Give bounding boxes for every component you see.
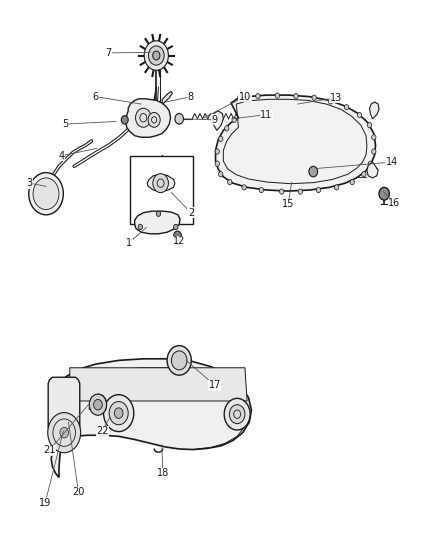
Circle shape [309,166,318,177]
Text: 3: 3 [27,178,33,188]
Circle shape [312,95,316,100]
Text: 22: 22 [96,426,109,436]
Text: 21: 21 [43,445,56,455]
Circle shape [173,231,181,241]
Circle shape [148,112,160,127]
Text: 14: 14 [386,157,398,167]
Circle shape [379,188,389,200]
Polygon shape [212,111,223,131]
Circle shape [344,104,349,110]
Text: 13: 13 [330,93,342,103]
Text: 16: 16 [388,198,400,208]
Circle shape [89,394,106,415]
Circle shape [29,173,64,215]
Circle shape [94,399,102,410]
Circle shape [362,172,366,177]
Text: 4: 4 [58,151,64,161]
Text: 18: 18 [157,469,169,478]
Text: 2: 2 [188,208,194,217]
Circle shape [219,136,223,141]
Circle shape [294,93,298,99]
Circle shape [33,178,59,209]
Circle shape [298,189,303,194]
Text: 12: 12 [173,236,185,246]
Circle shape [103,394,134,432]
Circle shape [167,345,191,375]
Circle shape [316,188,321,192]
Circle shape [239,115,246,123]
Circle shape [114,408,123,418]
Polygon shape [89,394,106,414]
Circle shape [328,99,333,104]
Text: 17: 17 [208,380,221,390]
Circle shape [153,174,168,192]
Text: 7: 7 [106,48,112,58]
Circle shape [60,427,68,438]
Circle shape [237,95,242,100]
Circle shape [171,351,187,370]
Text: 5: 5 [62,119,69,129]
Text: 1: 1 [126,238,132,248]
Text: 11: 11 [261,110,273,119]
Text: 10: 10 [239,92,251,102]
Polygon shape [370,102,379,119]
Circle shape [232,117,236,123]
Circle shape [275,93,279,98]
Circle shape [225,126,229,131]
Circle shape [256,93,260,99]
Polygon shape [367,162,378,178]
Circle shape [242,185,246,190]
Circle shape [144,41,168,70]
Circle shape [372,135,376,140]
Circle shape [175,114,184,124]
Circle shape [215,161,219,166]
Circle shape [224,398,250,430]
Circle shape [173,224,178,230]
Bar [131,156,193,224]
Circle shape [215,149,219,154]
Circle shape [350,180,354,185]
Circle shape [367,123,372,128]
Circle shape [368,161,372,166]
Circle shape [109,401,128,425]
Circle shape [48,413,81,453]
Polygon shape [126,99,170,138]
Circle shape [156,211,161,216]
Text: 20: 20 [72,487,85,497]
Circle shape [135,108,151,127]
Circle shape [153,51,160,60]
Polygon shape [134,211,180,234]
Polygon shape [162,91,172,104]
Text: 9: 9 [212,115,218,125]
Circle shape [228,180,232,185]
Circle shape [219,172,223,177]
Circle shape [138,224,142,230]
Text: 6: 6 [93,92,99,102]
Circle shape [357,112,362,118]
Circle shape [121,116,128,124]
Polygon shape [51,359,251,478]
Polygon shape [70,368,247,401]
Polygon shape [215,95,375,191]
Polygon shape [147,174,175,191]
Circle shape [335,185,339,190]
Text: 15: 15 [282,199,294,209]
Text: 19: 19 [39,498,51,508]
Circle shape [279,189,284,194]
Text: 8: 8 [188,92,194,102]
Circle shape [148,46,164,65]
Circle shape [372,149,376,154]
Circle shape [230,405,245,424]
Circle shape [259,188,264,192]
Polygon shape [48,377,80,434]
